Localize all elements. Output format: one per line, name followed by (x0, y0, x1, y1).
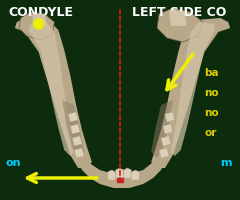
Polygon shape (131, 170, 139, 180)
Circle shape (34, 19, 43, 29)
Polygon shape (151, 18, 230, 168)
Text: or: or (204, 128, 217, 138)
Text: no: no (204, 108, 219, 118)
Polygon shape (165, 112, 175, 122)
Polygon shape (169, 10, 187, 26)
Polygon shape (15, 18, 92, 168)
Polygon shape (70, 124, 80, 134)
Polygon shape (163, 124, 173, 134)
Text: no: no (204, 88, 219, 98)
Polygon shape (62, 100, 84, 158)
Polygon shape (151, 100, 173, 158)
Polygon shape (68, 112, 78, 122)
Text: m: m (220, 158, 232, 168)
Polygon shape (116, 168, 124, 178)
Polygon shape (159, 148, 169, 158)
Polygon shape (78, 155, 165, 188)
Polygon shape (124, 168, 131, 178)
Polygon shape (19, 12, 54, 40)
Text: on: on (5, 158, 21, 168)
Polygon shape (108, 170, 116, 180)
Polygon shape (72, 136, 82, 146)
Text: CONDYLE: CONDYLE (8, 6, 73, 19)
Polygon shape (74, 148, 84, 158)
Polygon shape (29, 22, 74, 156)
Text: LEFT SIDE CO: LEFT SIDE CO (132, 6, 226, 19)
Polygon shape (157, 8, 203, 42)
Bar (117, 178, 122, 182)
Text: ba: ba (204, 68, 219, 78)
Polygon shape (171, 22, 214, 156)
Polygon shape (161, 136, 171, 146)
Polygon shape (33, 14, 47, 28)
